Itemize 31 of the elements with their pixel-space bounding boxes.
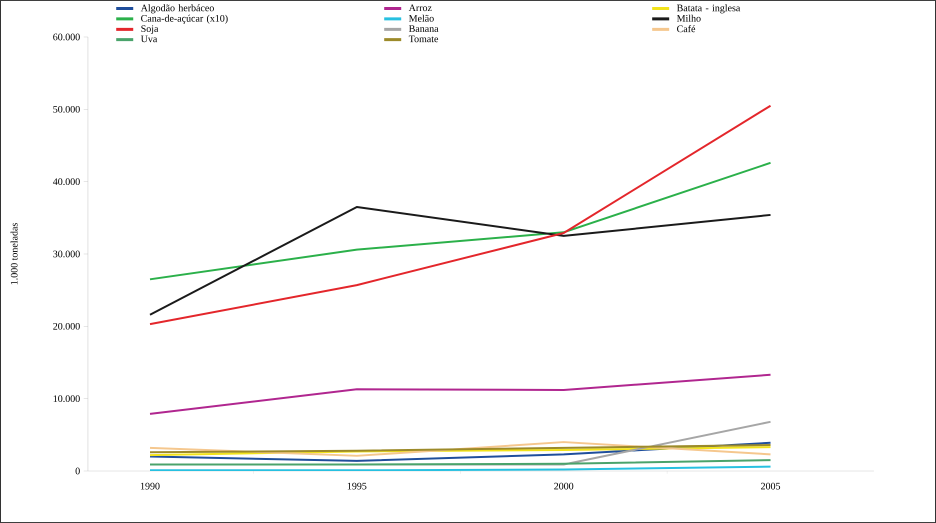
line-series (149, 162, 772, 280)
y-tick-label: 50.000 (53, 106, 80, 113)
y-tick-label: 60.000 (53, 34, 80, 40)
legend-label: Algodão herbáceo (140, 4, 214, 14)
x-tick-label: 2000 (554, 482, 574, 490)
legend-label: Arroz (408, 4, 432, 12)
legend-label: Banana (408, 25, 438, 32)
legend-label: Café (677, 25, 696, 32)
y-tick-label: 0 (76, 468, 80, 474)
line-series (149, 374, 772, 415)
line-series (149, 444, 772, 454)
line-series (149, 104, 772, 326)
line-series (149, 206, 772, 316)
legend-label: Cana-de-açúcar (x10) (141, 14, 228, 24)
line-series (149, 442, 772, 462)
y-tick-label: 30.000 (53, 250, 80, 258)
x-tick-label: 1995 (348, 482, 366, 490)
legend-label: Melão (408, 14, 434, 22)
line-series (149, 446, 772, 456)
y-tick-label: 20.000 (53, 322, 80, 330)
legend-label: Soja (141, 25, 158, 34)
legend-label: Uva (140, 36, 158, 42)
y-tick-label: 10.000 (54, 395, 80, 402)
legend-label: Milho (676, 14, 701, 22)
y-axis-title: 1.000 toneladas (10, 223, 18, 284)
y-tick-label: 40.000 (52, 178, 80, 186)
legend-label: Tomate (408, 36, 438, 42)
x-tick-label: 2005 (761, 482, 780, 490)
line-series (149, 441, 772, 457)
x-tick-label: 1990 (140, 482, 160, 490)
legend-label: Batata - inglesa (676, 4, 740, 14)
